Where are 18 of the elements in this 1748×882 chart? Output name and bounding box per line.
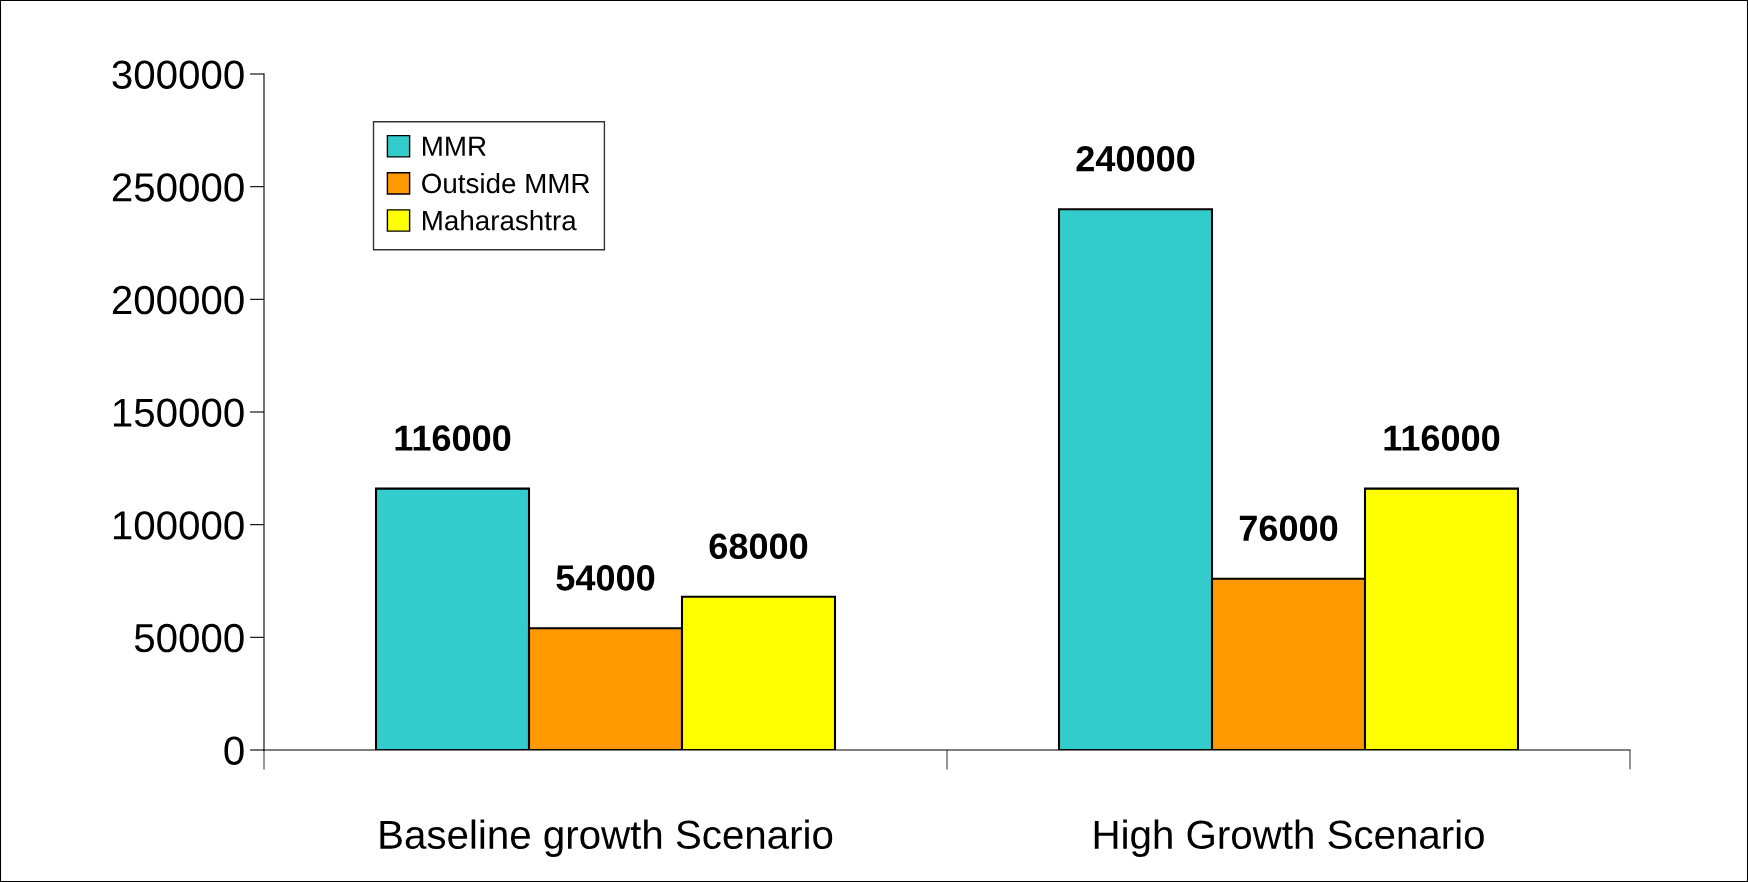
legend-label: Maharashtra <box>423 210 577 231</box>
x-tick-label: Baseline growth Scenario <box>380 819 833 857</box>
y-tick-label: 200000 <box>112 285 244 315</box>
data-label: 76000 <box>1239 515 1338 542</box>
y-tick-label: 150000 <box>113 398 244 427</box>
y-tick-label: 100000 <box>113 511 244 540</box>
legend-label: Outside MMR <box>422 172 590 194</box>
data-label: 116000 <box>1384 425 1500 451</box>
y-tick-label: 250000 <box>112 173 244 202</box>
y-tick-label: 0 <box>224 736 244 765</box>
data-label: 54000 <box>556 565 655 591</box>
data-label: 240000 <box>1076 145 1195 172</box>
y-tick-label: 300000 <box>112 60 244 89</box>
x-tick-label: High Growth Scenario <box>1094 819 1484 857</box>
legend-label: MMR <box>423 136 486 156</box>
y-tick-label: 50000 <box>134 623 244 653</box>
data-label: 116000 <box>395 425 511 451</box>
data-label: 68000 <box>709 533 808 560</box>
